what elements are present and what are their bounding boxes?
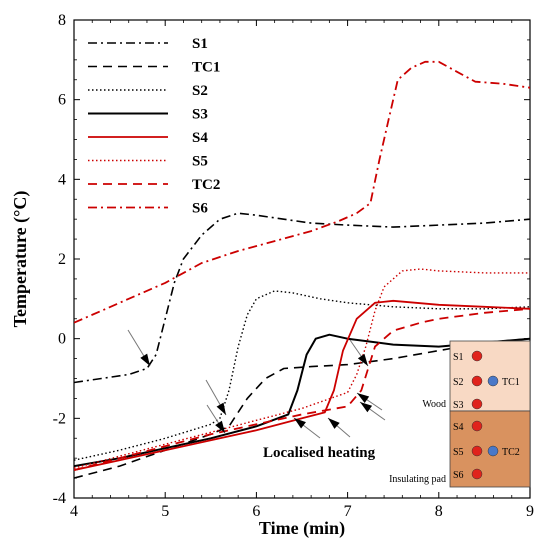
legend-label-tc2: TC2 — [192, 177, 220, 193]
legend-label-s3: S3 — [192, 107, 208, 123]
inset-label-s3: S3 — [453, 400, 464, 411]
arrow-head — [328, 418, 340, 429]
series-line-tc2 — [74, 307, 530, 471]
x-tick-label: 4 — [70, 503, 78, 520]
inset-label-s4: S4 — [453, 422, 464, 433]
series-line-s3 — [74, 333, 530, 468]
series-line-s1 — [74, 212, 530, 384]
sensor-layout-inset: Wood Insulating pad S1 S2 TC1 S3 S4 S5 TC2 S6 — [389, 340, 531, 488]
inset-label-s6: S6 — [453, 470, 464, 481]
x-axis-label: Time (min) — [259, 518, 345, 539]
series-line-s4 — [74, 299, 530, 471]
legend-label-tc1: TC1 — [192, 60, 220, 76]
y-tick-label: -2 — [53, 410, 66, 427]
legend-label-s6: S6 — [192, 201, 208, 217]
arrow-head — [215, 420, 225, 433]
inset-wood-label: Wood — [422, 399, 446, 410]
series-line-s6 — [74, 60, 530, 324]
legend-label-s2: S2 — [192, 83, 208, 99]
inset-wood-block — [449, 340, 531, 412]
x-tick-label: 6 — [252, 503, 260, 520]
inset-sensor-dot — [471, 350, 483, 362]
y-tick-label: 8 — [58, 12, 66, 29]
legend-label-s5: S5 — [192, 154, 208, 170]
inset-label-tc2: TC2 — [502, 447, 520, 458]
x-tick-label: 9 — [526, 503, 534, 520]
series-line-s2 — [74, 290, 530, 461]
y-tick-label: -4 — [53, 490, 66, 507]
arrow-head — [357, 393, 370, 404]
x-tick-label: 8 — [435, 503, 443, 520]
series-lines — [74, 60, 530, 479]
tick-labels: 4 5 6 7 8 9 -4 -2 0 2 4 6 8 — [53, 12, 534, 520]
inset-thermocouple-dot — [487, 445, 499, 457]
inset-thermocouple-dot — [487, 375, 499, 387]
x-tick-label: 7 — [344, 503, 352, 520]
inset-label-s1: S1 — [453, 352, 464, 363]
inset-pad-label: Insulating pad — [389, 474, 446, 485]
inset-sensor-dot — [471, 375, 483, 387]
y-axis-label: Temperature (°C) — [10, 191, 31, 328]
arrow-head — [360, 402, 373, 413]
inset-sensor-rows: S1 S2 TC1 S3 S4 S5 TC2 S6 — [453, 350, 520, 481]
series-line-tc1 — [74, 337, 530, 479]
arrow-head — [357, 353, 368, 366]
inset-label-tc1: TC1 — [502, 377, 520, 388]
inset-sensor-dot — [471, 420, 483, 432]
y-tick-label: 4 — [58, 171, 66, 188]
x-tick-label: 5 — [161, 503, 169, 520]
inset-sensor-dot — [471, 445, 483, 457]
annotation-arrows — [127, 329, 386, 439]
y-tick-label: 6 — [58, 92, 66, 109]
legend-label-s4: S4 — [192, 130, 208, 146]
arrow-head — [216, 402, 226, 415]
inset-label-s2: S2 — [453, 377, 464, 388]
y-tick-label: 2 — [58, 251, 66, 268]
inset-sensor-dot — [471, 468, 483, 480]
y-tick-label: 0 — [58, 331, 66, 348]
legend: S1 TC1 S2 S3 S4 S5 TC2 S6 — [88, 36, 220, 217]
inset-sensor-dot — [471, 398, 483, 410]
axis-ticks — [73, 19, 531, 499]
localised-heating-annotation: Localised heating — [263, 445, 376, 461]
legend-label-s1: S1 — [192, 36, 208, 52]
arrow-head — [294, 418, 306, 429]
arrow-head — [140, 353, 150, 366]
inset-label-s5: S5 — [453, 447, 464, 458]
